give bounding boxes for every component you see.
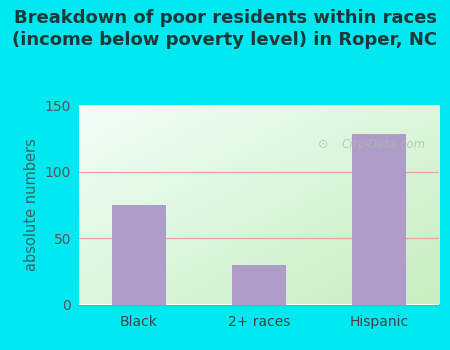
Bar	[112, 205, 166, 304]
Y-axis label: absolute numbers: absolute numbers	[24, 138, 39, 271]
Text: Breakdown of poor residents within races
(income below poverty level) in Roper, : Breakdown of poor residents within races…	[13, 9, 437, 49]
Text: ⊙: ⊙	[318, 138, 329, 152]
Text: City-Data.com: City-Data.com	[342, 138, 426, 152]
Bar	[232, 265, 286, 304]
Bar	[352, 134, 406, 304]
